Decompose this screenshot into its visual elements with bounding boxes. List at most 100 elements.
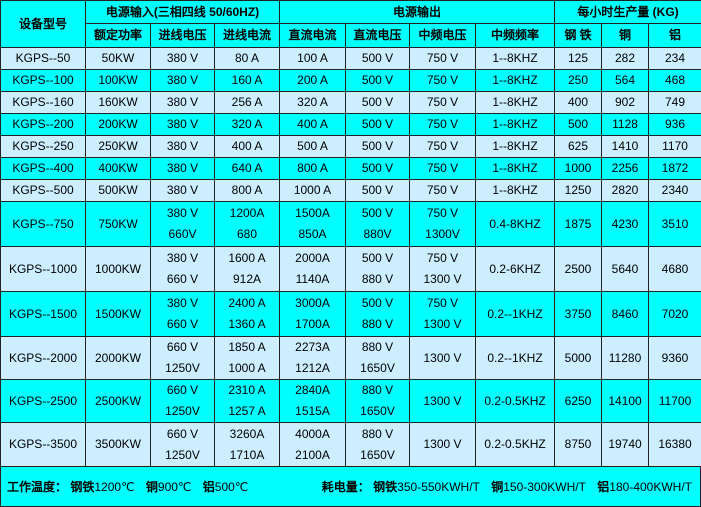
data-cell: 1410	[602, 136, 649, 158]
header-column: 进线电压	[151, 24, 215, 48]
data-cell: 400 A	[280, 114, 346, 136]
cell-line: 2840A	[280, 380, 345, 401]
data-cell: 160 A	[215, 70, 280, 92]
data-cell: 7020	[649, 292, 701, 337]
temp-value: 1200℃	[94, 480, 134, 494]
cell-line: 1000 A	[215, 358, 279, 379]
data-cell: 4230	[602, 202, 649, 247]
cell-line: 660 V	[151, 269, 214, 290]
cell-line: 1710A	[215, 445, 279, 466]
model-cell: KGPS--1500	[1, 292, 86, 337]
cell-line: 500 V	[346, 203, 409, 224]
header-column: 直流电流	[280, 24, 346, 48]
cell-line: 3000A	[280, 293, 345, 314]
data-cell: 750KW	[86, 202, 151, 247]
data-cell: 1170	[649, 136, 701, 158]
data-cell: 1872	[649, 158, 701, 180]
data-cell: 936	[649, 114, 701, 136]
data-cell: 2256	[602, 158, 649, 180]
temp-metal: 铝	[203, 480, 215, 494]
model-cell: KGPS--2500	[1, 380, 86, 423]
data-cell: 1300 V	[410, 423, 476, 467]
cell-line: 1650V	[346, 358, 409, 379]
data-cell: 0.2--1KHZ	[476, 337, 555, 380]
data-cell: 3750	[555, 292, 602, 337]
cell-line: 1700A	[280, 314, 345, 335]
data-cell: 1--8KHZ	[476, 48, 555, 70]
cell-line: 1250V	[151, 445, 214, 466]
data-cell: 1000 A	[280, 180, 346, 202]
temp-label: 工作温度：	[7, 480, 67, 494]
cell-line: 1515A	[280, 401, 345, 422]
data-cell: 468	[649, 70, 701, 92]
data-cell: 380 V	[151, 48, 215, 70]
temp-value: 500℃	[215, 480, 249, 494]
model-cell: KGPS--750	[1, 202, 86, 247]
header-output-group: 电源输出	[280, 1, 555, 24]
cell-line: 2310 A	[215, 380, 279, 401]
data-cell: 800 A	[215, 180, 280, 202]
cell-line: 1650V	[346, 401, 409, 422]
data-cell: 4680	[649, 247, 701, 292]
data-cell: 3500KW	[86, 423, 151, 467]
data-cell: 400	[555, 92, 602, 114]
cell-line: 2400 A	[215, 293, 279, 314]
data-cell: 19740	[602, 423, 649, 467]
data-cell: 1--8KHZ	[476, 114, 555, 136]
cell-line: 880 V	[346, 380, 409, 401]
data-cell: 500KW	[86, 180, 151, 202]
data-cell: 500 V	[346, 158, 410, 180]
data-cell: 100 A	[280, 48, 346, 70]
power-metal: 铜	[491, 480, 503, 494]
power-metal: 铝	[597, 480, 609, 494]
data-cell: 1300 V	[410, 380, 476, 423]
data-cell: 1300 V	[410, 337, 476, 380]
model-cell: KGPS--500	[1, 180, 86, 202]
cell-line: 1200A	[215, 203, 279, 224]
cell-line: 912A	[215, 269, 279, 290]
data-cell: 500 A	[280, 136, 346, 158]
data-cell: 250KW	[86, 136, 151, 158]
power-label: 耗电量：	[322, 480, 370, 494]
data-cell: 380 V	[151, 92, 215, 114]
cell-line: 500 V	[346, 248, 409, 269]
data-cell: 8750	[555, 423, 602, 467]
cell-line: 1300 V	[410, 269, 475, 290]
model-cell: KGPS--200	[1, 114, 86, 136]
data-cell: 234	[649, 48, 701, 70]
data-cell: 6250	[555, 380, 602, 423]
model-cell: KGPS--250	[1, 136, 86, 158]
data-cell: 2500	[555, 247, 602, 292]
working-temperature: 工作温度： 钢铁1200℃ 铜900℃ 铝500℃	[7, 478, 248, 495]
data-cell: 160KW	[86, 92, 151, 114]
cell-line: 880 V	[346, 269, 409, 290]
header-column: 中频频率	[476, 24, 555, 48]
data-cell: 2820	[602, 180, 649, 202]
header-column: 铜	[602, 24, 649, 48]
cell-line: 850A	[280, 224, 345, 245]
data-cell: 80 A	[215, 48, 280, 70]
model-cell: KGPS--3500	[1, 423, 86, 467]
model-cell: KGPS--160	[1, 92, 86, 114]
model-cell: KGPS--400	[1, 158, 86, 180]
cell-line: 880 V	[346, 424, 409, 445]
data-cell: 9360	[649, 337, 701, 380]
